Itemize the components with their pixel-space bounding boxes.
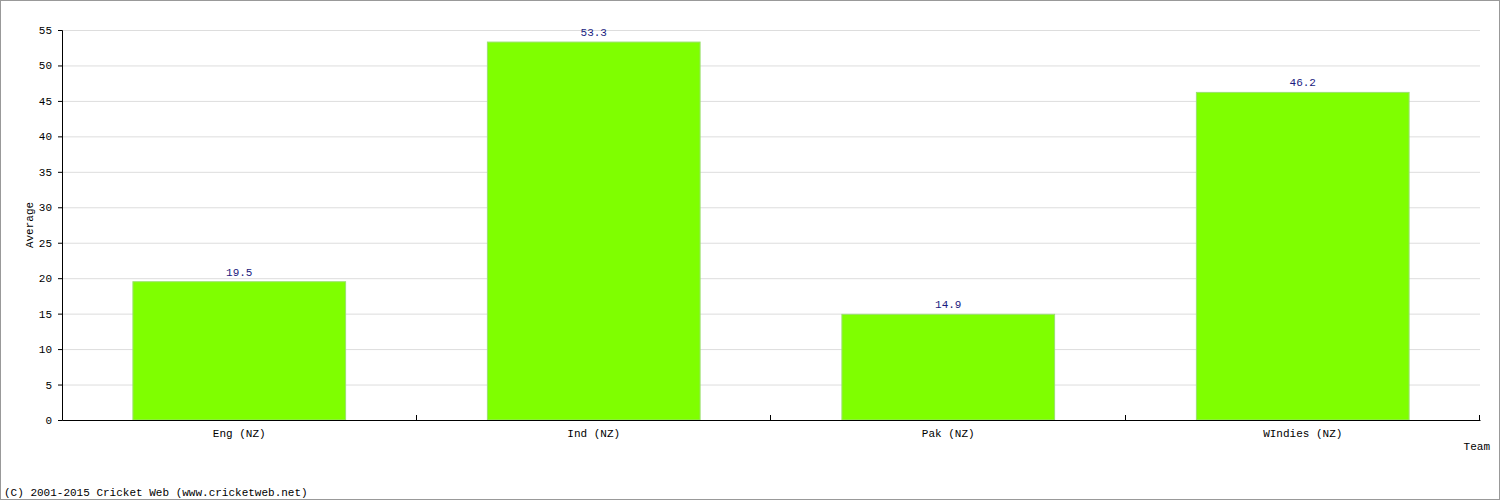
x-separator — [1479, 415, 1480, 420]
y-tick: 35 — [39, 167, 62, 179]
x-separators — [417, 415, 1480, 420]
y-tick-label: 10 — [39, 344, 52, 356]
y-tick-label: 20 — [39, 273, 52, 285]
y-tick-label: 15 — [39, 309, 52, 321]
annotation: (C) 2001-2015 Cricket Web (www.cricketwe… — [4, 487, 308, 499]
y-tick-mark — [58, 243, 62, 244]
y-tick-label: 25 — [39, 238, 52, 250]
x-tick-label: WIndies (NZ) — [1263, 428, 1342, 440]
x-tick-label: Pak (NZ) — [922, 428, 975, 440]
y-tick: 0 — [45, 415, 62, 427]
y-tick-mark — [58, 65, 62, 66]
y-tick-label: 0 — [45, 415, 52, 427]
y-tick: 20 — [39, 273, 62, 285]
y-tick-label: 50 — [39, 60, 52, 72]
y-tick-mark — [58, 172, 62, 173]
x-separator — [770, 415, 771, 420]
data-label: 19.5 — [226, 267, 252, 279]
y-tick-mark — [58, 385, 62, 386]
grid-line — [62, 65, 1480, 66]
y-tick-label: 45 — [39, 96, 52, 108]
y-tick-mark — [58, 349, 62, 350]
y-tick-mark — [58, 136, 62, 137]
y-tick: 30 — [39, 202, 62, 214]
grid-line — [62, 30, 1480, 31]
y-axis: 0 5 10 15 20 25 30 35 40 45 50 55 — [39, 25, 63, 427]
y-tick: 55 — [39, 25, 62, 37]
y-tick: 25 — [39, 238, 62, 250]
data-labels: 19.5 53.3 14.9 46.2 — [226, 27, 1316, 311]
y-axis-title: Average — [24, 202, 36, 248]
y-tick: 15 — [39, 309, 62, 321]
bars — [133, 42, 1409, 420]
y-tick-mark — [58, 30, 62, 31]
x-tick: WIndies (NZ) — [1263, 428, 1342, 440]
y-tick-mark — [58, 207, 62, 208]
y-tick-label: 35 — [39, 167, 52, 179]
y-tick-mark — [58, 278, 62, 279]
x-axis-line — [63, 420, 1481, 421]
frame — [1, 1, 1500, 500]
x-tick: Pak (NZ) — [922, 428, 975, 440]
data-label: 46.2 — [1290, 77, 1316, 89]
y-tick-label: 55 — [39, 25, 52, 37]
bar — [842, 314, 1055, 420]
y-tick: 10 — [39, 344, 62, 356]
annotations: (C) 2001-2015 Cricket Web (www.cricketwe… — [4, 487, 308, 499]
x-separator — [416, 415, 417, 420]
y-tick-label: 5 — [45, 380, 52, 392]
y-tick-label: 30 — [39, 202, 52, 214]
y-tick: 45 — [39, 96, 62, 108]
bar — [133, 282, 346, 420]
data-label: 14.9 — [935, 299, 961, 311]
bar — [1196, 92, 1409, 420]
y-tick-label: 40 — [39, 131, 52, 143]
bar — [487, 42, 700, 420]
x-tick-label: Eng (NZ) — [213, 428, 266, 440]
y-tick-mark — [58, 101, 62, 102]
y-tick-mark — [58, 420, 62, 421]
x-tick-label: Ind (NZ) — [567, 428, 620, 440]
grid-line — [62, 420, 1480, 421]
y-tick: 5 — [45, 380, 62, 392]
x-separator — [1125, 415, 1126, 420]
x-tick: Eng (NZ) — [213, 428, 266, 440]
x-tick: Ind (NZ) — [567, 428, 620, 440]
y-tick-mark — [58, 314, 62, 315]
x-axis-title: Team — [1464, 441, 1491, 453]
y-axis-line — [58, 31, 63, 421]
data-label: 53.3 — [581, 27, 607, 39]
y-tick: 40 — [39, 131, 62, 143]
grid — [62, 31, 1480, 421]
chart: 19.5 53.3 14.9 46.2 0 5 10 15 20 25 30 35 40 45 50 55 En… — [0, 0, 1500, 500]
y-tick: 50 — [39, 60, 62, 72]
x-axis: Eng (NZ) Ind (NZ) Pak (NZ) WIndies (NZ) — [63, 421, 1481, 440]
